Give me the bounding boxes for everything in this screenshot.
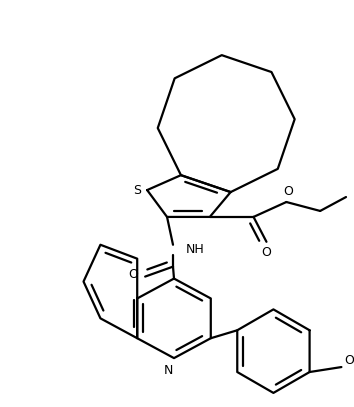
Text: NH: NH [186,243,205,256]
Text: N: N [163,363,173,376]
Text: O: O [344,354,354,367]
Text: O: O [128,268,138,281]
Text: S: S [133,184,141,197]
Text: O: O [284,184,293,197]
Text: O: O [262,246,272,259]
